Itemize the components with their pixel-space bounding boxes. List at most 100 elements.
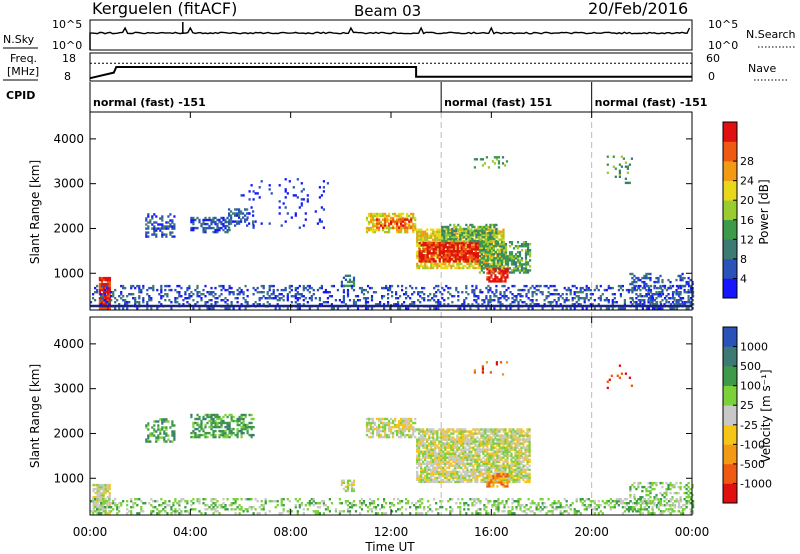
heatmap-cell	[190, 218, 193, 222]
heatmap-cell	[448, 442, 451, 445]
heatmap-cell	[408, 220, 411, 223]
heatmap-cell	[432, 246, 435, 249]
heatmap-cell	[432, 438, 435, 441]
heatmap-cell	[382, 421, 385, 425]
heatmap-cell	[690, 297, 693, 300]
heatmap-cell	[614, 175, 617, 178]
heatmap-cell	[599, 299, 602, 302]
heatmap-cell	[404, 423, 407, 427]
heatmap-cell	[478, 264, 481, 268]
heatmap-cell	[188, 303, 191, 306]
heatmap-cell	[290, 295, 293, 298]
heatmap-cell	[519, 293, 522, 296]
heatmap-cell	[653, 280, 656, 284]
heatmap-cell	[661, 280, 664, 284]
heatmap-cell	[280, 297, 283, 300]
heatmap-cell	[423, 299, 426, 302]
heatmap-cell	[555, 288, 558, 292]
heatmap-cell	[472, 454, 475, 457]
heatmap-cell	[494, 466, 497, 469]
heatmap-cell	[400, 212, 403, 216]
heatmap-cell	[222, 228, 225, 232]
heatmap-cell	[376, 212, 379, 216]
heatmap-cell	[624, 165, 627, 168]
heatmap-cell	[214, 433, 217, 437]
heatmap-cell	[216, 413, 219, 417]
heatmap-cell	[585, 286, 588, 290]
heatmap-cell	[430, 245, 433, 249]
heatmap-cell	[657, 307, 660, 310]
heatmap-cell	[482, 474, 485, 478]
heatmap-cell	[442, 474, 445, 478]
heatmap-cell	[276, 295, 279, 298]
heatmap-cell	[498, 446, 501, 449]
heatmap-cell	[194, 421, 197, 425]
heatmap-cell	[446, 474, 449, 478]
heatmap-cell	[388, 230, 391, 234]
heatmap-cell	[690, 286, 693, 290]
heatmap-cell	[92, 508, 95, 511]
heatmap-cell	[633, 286, 636, 290]
heatmap-cell	[645, 284, 648, 288]
heatmap-cell	[468, 254, 471, 257]
heatmap-cell	[490, 436, 493, 439]
heatmap-cell	[485, 286, 488, 290]
heatmap-cell	[394, 423, 397, 427]
heatmap-cell	[529, 269, 532, 272]
heatmap-cell	[647, 286, 651, 290]
heatmap-cell	[460, 474, 463, 478]
heatmap-cell	[102, 500, 105, 503]
heatmap-cell	[462, 464, 465, 467]
heatmap-cell	[490, 456, 493, 459]
heatmap-cell	[208, 425, 211, 429]
heatmap-cell	[136, 307, 139, 310]
heatmap-cell	[169, 225, 172, 228]
heatmap-cell	[204, 226, 207, 230]
heatmap-cell	[496, 261, 500, 264]
heatmap-cell	[493, 237, 496, 241]
heatmap-cell	[618, 171, 621, 174]
heatmap-cell	[226, 307, 229, 310]
heatmap-cell	[222, 419, 225, 423]
heatmap-cell	[512, 259, 516, 262]
heatmap-cell	[488, 434, 491, 437]
heatmap-cell	[434, 264, 437, 268]
heatmap-cell	[494, 430, 497, 433]
heatmap-cell	[482, 251, 485, 254]
heatmap-cell	[444, 460, 447, 463]
heatmap-cell	[456, 458, 459, 461]
heatmap-cell	[436, 456, 439, 459]
heatmap-cell	[450, 440, 453, 443]
heatmap-cell	[480, 243, 483, 246]
heatmap-cell	[496, 464, 499, 467]
heatmap-cell	[174, 299, 177, 302]
heatmap-cell	[200, 421, 203, 425]
heatmap-cell	[447, 297, 450, 300]
heatmap-cell	[244, 299, 247, 302]
heatmap-cell	[250, 435, 253, 439]
heatmap-cell	[238, 286, 241, 290]
heatmap-cell	[278, 212, 281, 215]
heatmap-cell	[687, 295, 690, 298]
heatmap-cell	[423, 286, 426, 290]
heatmap-cell	[230, 222, 233, 225]
heatmap-cell	[422, 232, 425, 235]
heatmap-cell	[430, 234, 433, 237]
heatmap-cell	[238, 415, 241, 419]
heatmap-cell	[426, 470, 429, 474]
heatmap-cell	[418, 266, 421, 270]
heatmap-cell	[418, 236, 421, 239]
heatmap-cell	[408, 427, 411, 431]
heatmap-cell	[448, 466, 451, 469]
heatmap-cell	[424, 246, 427, 249]
heatmap-cell	[106, 286, 109, 290]
heatmap-cell	[684, 301, 687, 304]
heatmap-cell	[149, 221, 152, 224]
heatmap-cell	[631, 280, 634, 284]
heatmap-cell	[492, 278, 495, 281]
heatmap-cell	[462, 241, 465, 245]
heatmap-cell	[210, 293, 213, 296]
heatmap-cell	[498, 470, 501, 474]
heatmap-cell	[523, 288, 526, 292]
heatmap-cell	[553, 293, 556, 296]
